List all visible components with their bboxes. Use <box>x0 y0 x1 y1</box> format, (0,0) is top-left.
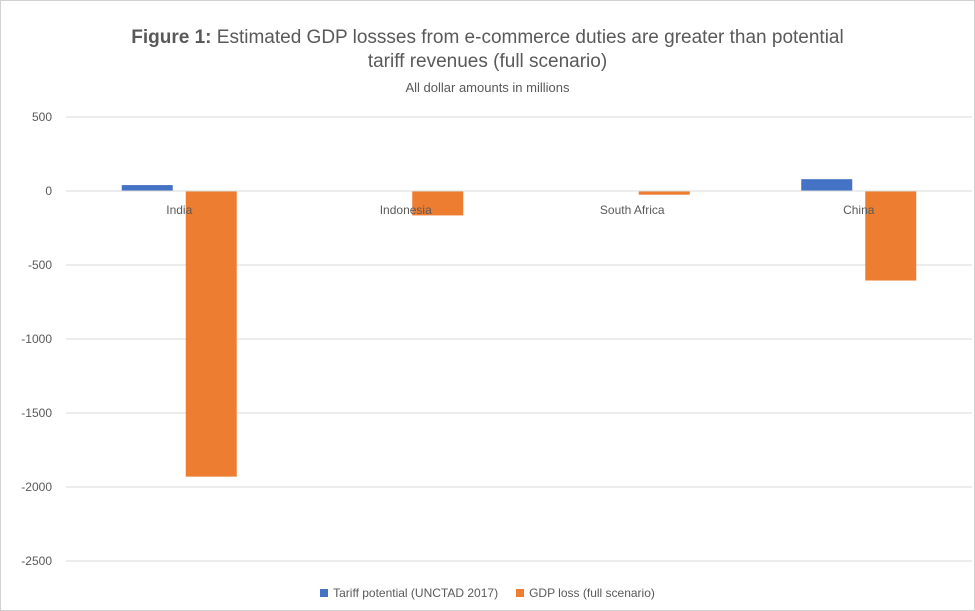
bar <box>801 179 853 191</box>
legend-label-tariff: Tariff potential (UNCTAD 2017) <box>333 586 499 600</box>
title-bold: Figure 1: <box>131 27 212 48</box>
legend-item-gdp: GDP loss (full scenario) <box>516 586 655 600</box>
bar <box>121 185 173 191</box>
x-tick-label: Indonesia <box>380 203 432 217</box>
y-tick-label: 500 <box>32 110 52 124</box>
x-tick-label: South Africa <box>600 203 665 217</box>
legend-swatch-tariff <box>320 589 329 597</box>
title-line1: Estimated GDP lossses from e-commerce du… <box>216 27 844 48</box>
y-tick-label: -1000 <box>21 332 52 346</box>
bar <box>412 191 464 216</box>
legend-item-tariff: Tariff potential (UNCTAD 2017) <box>320 586 498 600</box>
bar <box>865 191 917 281</box>
y-tick-label: 0 <box>45 184 52 198</box>
bar <box>185 191 237 477</box>
x-tick-label: China <box>843 203 875 217</box>
x-tick-label: India <box>166 203 192 217</box>
legend: Tariff potential (UNCTAD 2017) GDP loss … <box>0 586 975 600</box>
y-tick-label: -500 <box>28 258 52 272</box>
y-tick-label: -2000 <box>21 480 52 494</box>
title-line2: tariff revenues (full scenario) <box>367 51 608 72</box>
chart-subtitle: All dollar amounts in millions <box>405 80 570 95</box>
chart-title: Figure 1: Estimated GDP lossses from e-c… <box>0 26 975 74</box>
bar <box>638 191 690 195</box>
legend-swatch-gdp <box>516 589 525 597</box>
y-tick-label: -1500 <box>21 406 52 420</box>
y-tick-label: -2500 <box>21 554 52 568</box>
legend-label-gdp: GDP loss (full scenario) <box>529 586 655 600</box>
